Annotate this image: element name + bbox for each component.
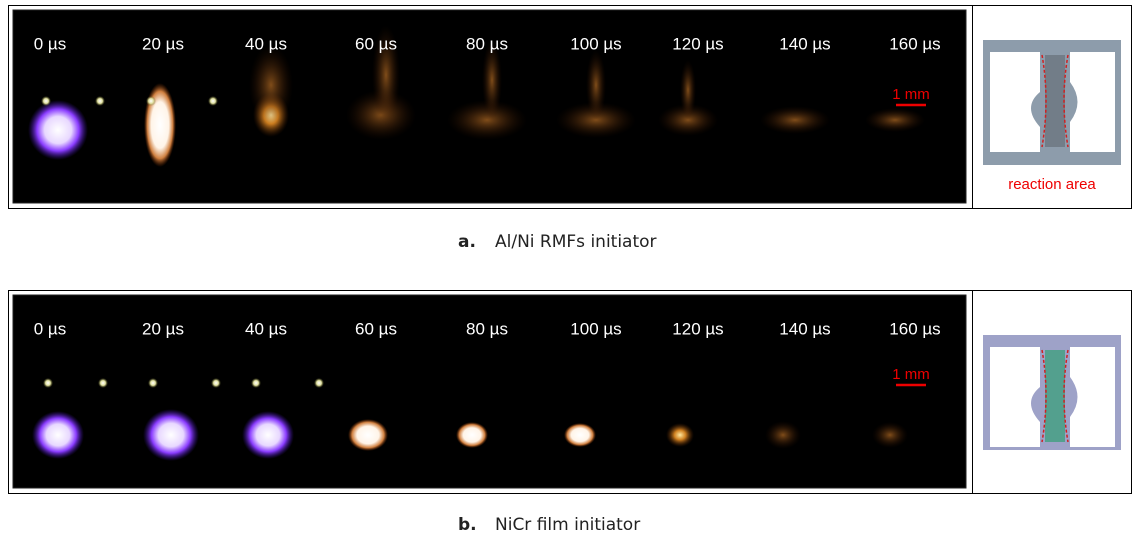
time-label: 80 µs: [466, 34, 508, 53]
inset-outline: [1041, 349, 1069, 443]
flash: [865, 108, 925, 132]
time-label: 60 µs: [355, 34, 397, 53]
inset-gap: [1045, 55, 1065, 147]
flash: [447, 100, 527, 140]
flash: [586, 50, 606, 120]
dot: [211, 378, 221, 388]
flash: [456, 422, 488, 448]
time-label: 20 µs: [142, 319, 184, 338]
inset-pad: [1070, 52, 1115, 152]
scale-label: 1 mm: [892, 86, 930, 103]
scale-label: 1 mm: [892, 366, 930, 383]
time-label: 160 µs: [889, 319, 940, 338]
flash: [680, 60, 696, 120]
dot: [146, 96, 156, 106]
time-label: 120 µs: [672, 319, 723, 338]
dot: [98, 378, 108, 388]
flash: [760, 106, 830, 134]
flash: [32, 411, 84, 459]
flash: [372, 25, 400, 125]
dot: [41, 96, 51, 106]
flash: [144, 83, 176, 167]
dot: [95, 96, 105, 106]
time-label: 120 µs: [672, 34, 723, 53]
flash: [666, 423, 694, 447]
flash: [348, 419, 388, 451]
time-label: 0 µs: [34, 34, 66, 53]
time-label: 40 µs: [245, 319, 287, 338]
dot: [208, 96, 218, 106]
flash: [482, 40, 502, 120]
flash: [765, 421, 801, 449]
time-label: 160 µs: [889, 34, 940, 53]
panel: 0 µs 20 µs 40 µs 60 µs 80 µs 100 µs 120 µs 140 …: [8, 290, 1132, 535]
time-label: 40 µs: [245, 34, 287, 53]
time-label: 80 µs: [466, 319, 508, 338]
dot: [314, 378, 324, 388]
inset-pad: [1070, 347, 1115, 447]
caption-letter: b.: [458, 515, 477, 535]
dot: [43, 378, 53, 388]
caption-letter: a.: [458, 232, 476, 252]
flash: [249, 45, 293, 125]
inset-pad: [990, 52, 1040, 152]
time-label: 100 µs: [570, 319, 621, 338]
flash: [143, 409, 199, 461]
flash: [242, 411, 294, 459]
caption-text: NiCr film initiator: [495, 515, 640, 535]
inset-pad: [990, 347, 1040, 447]
inset-outline: [1041, 54, 1069, 148]
time-label: 100 µs: [570, 34, 621, 53]
flash: [28, 100, 88, 160]
time-label: 0 µs: [34, 319, 66, 338]
inset-gap: [1045, 350, 1065, 442]
inset-label: reaction area: [1008, 176, 1096, 193]
flash: [872, 422, 908, 448]
time-label: 20 µs: [142, 34, 184, 53]
time-label: 60 µs: [355, 319, 397, 338]
time-label: 140 µs: [779, 34, 830, 53]
dot: [148, 378, 158, 388]
time-label: 140 µs: [779, 319, 830, 338]
dot: [251, 378, 261, 388]
caption-text: Al/Ni RMFs initiator: [495, 232, 657, 252]
panel: 0 µs 20 µs 40 µs 60 µs 80 µs 100 µs 120 µs 140 …: [8, 5, 1132, 252]
flash: [564, 423, 596, 447]
